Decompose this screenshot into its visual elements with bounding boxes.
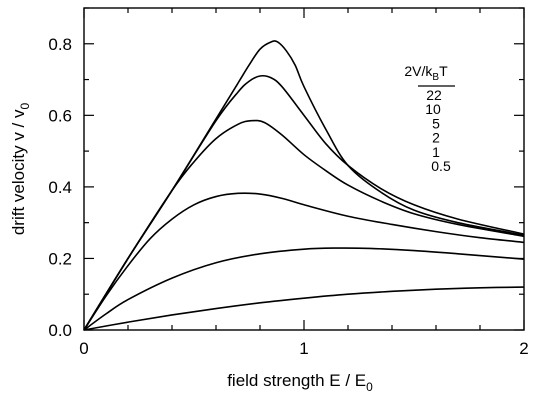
legend-entry-10: 10 <box>425 101 441 117</box>
legend-entry-22: 22 <box>426 87 442 103</box>
plot-frame <box>83 7 525 331</box>
tick-labels-group: 0.00.20.40.60.80 1 2 <box>48 35 528 358</box>
curves-group <box>83 40 525 331</box>
series-line-2 <box>83 192 525 331</box>
y-tick-label: 0.2 <box>48 249 72 268</box>
series-line-5 <box>83 119 525 331</box>
series-line-1 <box>83 247 525 331</box>
series-line-10 <box>83 74 525 331</box>
y-axis-label: drift velocity v / v0 <box>9 103 32 236</box>
legend-entry-1: 1 <box>432 144 440 160</box>
series-line-0.5 <box>83 286 525 331</box>
legend-entry-0.5: 0.5 <box>431 158 451 174</box>
x-tick-label: 2 <box>519 339 528 358</box>
y-tick-label: 0.0 <box>48 321 72 340</box>
ticks-group <box>83 7 525 331</box>
x-tick-label: 0 <box>79 339 88 358</box>
series-line-22 <box>83 40 525 331</box>
x-axis-label: field strength E / E0 <box>227 371 373 394</box>
y-tick-label: 0.6 <box>48 106 72 125</box>
legend-entry-2: 2 <box>432 130 440 146</box>
legend-title: 2V/kBT <box>404 63 448 83</box>
legend-entry-5: 5 <box>432 115 440 131</box>
y-tick-label: 0.4 <box>48 178 72 197</box>
y-tick-label: 0.8 <box>48 35 72 54</box>
x-tick-label: 1 <box>299 339 308 358</box>
